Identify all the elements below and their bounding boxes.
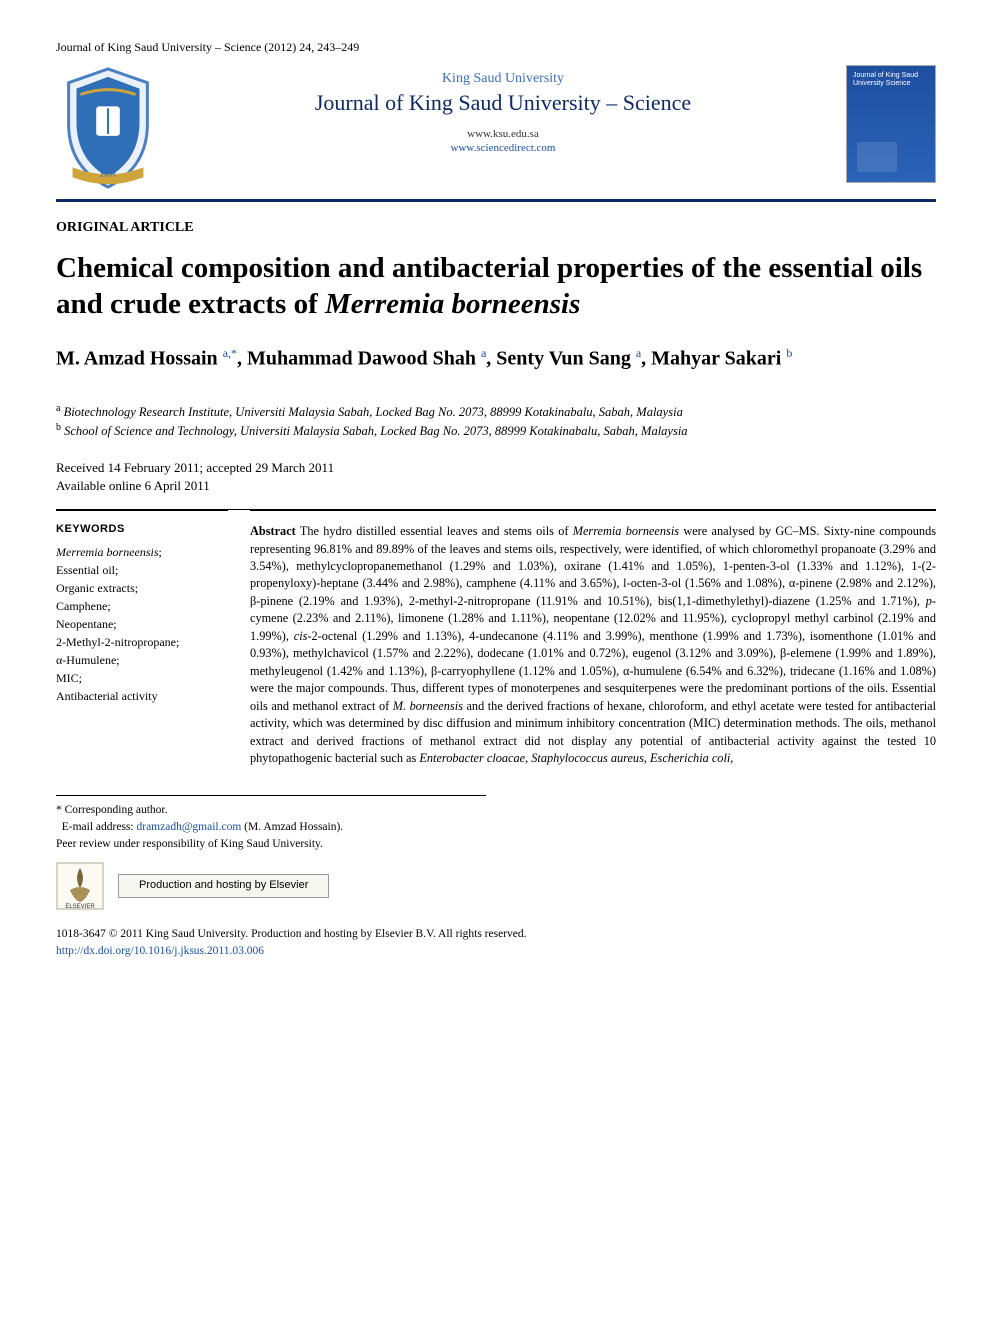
hosting-box: Production and hosting by Elsevier bbox=[118, 874, 329, 898]
keywords-heading: KEYWORDS bbox=[56, 523, 228, 535]
doi-link[interactable]: http://dx.doi.org/10.1016/j.jksus.2011.0… bbox=[56, 945, 264, 957]
keyword-item: α-Humulene; bbox=[56, 651, 228, 669]
journal-cover-thumbnail: Journal of King Saud University Science bbox=[846, 65, 936, 183]
title-species: Merremia borneensis bbox=[325, 288, 580, 320]
affiliations: a Biotechnology Research Institute, Univ… bbox=[56, 402, 936, 441]
running-head: Journal of King Saud University – Scienc… bbox=[56, 40, 936, 55]
keyword-item: Organic extracts; bbox=[56, 579, 228, 597]
abstract-section: Abstract The hydro distilled essential l… bbox=[250, 509, 936, 767]
elsevier-logo: ELSEVIER bbox=[56, 862, 104, 910]
footnotes: * Corresponding author. E-mail address: … bbox=[56, 795, 486, 910]
svg-text:1957: 1957 bbox=[99, 169, 116, 178]
peer-review-note: Peer review under responsibility of King… bbox=[56, 836, 486, 853]
corresponding-author-label: Corresponding author. bbox=[65, 804, 168, 816]
journal-header: 1957 King Saud University Journal of Kin… bbox=[56, 65, 936, 202]
copyright-line: 1018-3647 © 2011 King Saud University. P… bbox=[56, 926, 936, 942]
authors: M. Amzad Hossain a,*, Muhammad Dawood Sh… bbox=[56, 345, 936, 373]
email-label: E-mail address: bbox=[62, 821, 137, 833]
received-accepted: Received 14 February 2011; accepted 29 M… bbox=[56, 459, 936, 477]
university-logo: 1957 bbox=[56, 65, 160, 193]
abstract-text: The hydro distilled essential leaves and… bbox=[250, 524, 936, 765]
copyright-block: 1018-3647 © 2011 King Saud University. P… bbox=[56, 926, 936, 958]
article-title: Chemical composition and antibacterial p… bbox=[56, 250, 936, 323]
keyword-item: Camphene; bbox=[56, 597, 228, 615]
svg-text:ELSEVIER: ELSEVIER bbox=[65, 904, 95, 910]
keyword-item: Essential oil; bbox=[56, 561, 228, 579]
email-author: (M. Amzad Hossain). bbox=[241, 821, 343, 833]
keyword-item: Antibacterial activity bbox=[56, 687, 228, 705]
author-email[interactable]: dramzadh@gmail.com bbox=[136, 821, 241, 833]
abstract-label: Abstract bbox=[250, 524, 296, 538]
article-dates: Received 14 February 2011; accepted 29 M… bbox=[56, 459, 936, 495]
affiliation-b: School of Science and Technology, Univer… bbox=[64, 425, 687, 439]
keyword-item: Neopentane; bbox=[56, 615, 228, 633]
keyword-item: 2-Methyl-2-nitropropane; bbox=[56, 633, 228, 651]
keyword-item: MIC; bbox=[56, 669, 228, 687]
available-online: Available online 6 April 2011 bbox=[56, 477, 936, 495]
keywords-section: KEYWORDS Merremia borneensis;Essential o… bbox=[56, 509, 228, 767]
keyword-item: Merremia borneensis; bbox=[56, 543, 228, 561]
article-type: ORIGINAL ARTICLE bbox=[56, 220, 936, 236]
journal-name: Journal of King Saud University – Scienc… bbox=[172, 89, 834, 117]
affiliation-a: Biotechnology Research Institute, Univer… bbox=[64, 405, 683, 419]
university-name: King Saud University bbox=[172, 71, 834, 87]
journal-url-sciencedirect[interactable]: www.sciencedirect.com bbox=[172, 141, 834, 156]
cover-title: Journal of King Saud University Science bbox=[853, 72, 929, 87]
journal-url-ksu[interactable]: www.ksu.edu.sa bbox=[172, 127, 834, 142]
